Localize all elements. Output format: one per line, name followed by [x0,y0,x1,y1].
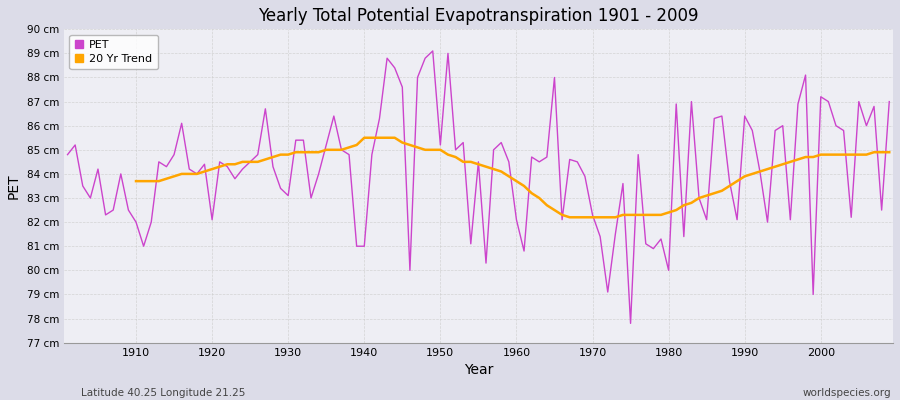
Y-axis label: PET: PET [7,173,21,199]
X-axis label: Year: Year [464,363,493,377]
Legend: PET, 20 Yr Trend: PET, 20 Yr Trend [69,35,158,70]
Title: Yearly Total Potential Evapotranspiration 1901 - 2009: Yearly Total Potential Evapotranspiratio… [258,7,698,25]
Text: Latitude 40.25 Longitude 21.25: Latitude 40.25 Longitude 21.25 [81,388,246,398]
Text: worldspecies.org: worldspecies.org [803,388,891,398]
